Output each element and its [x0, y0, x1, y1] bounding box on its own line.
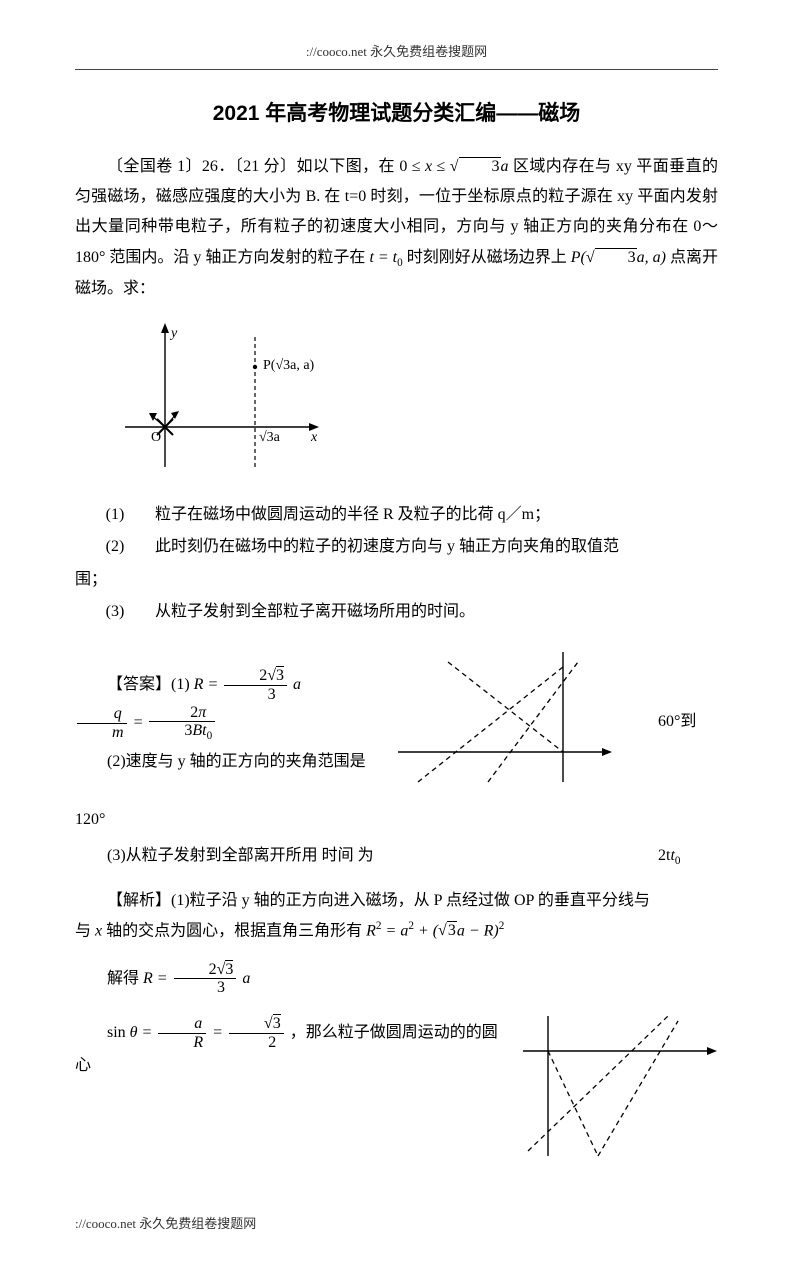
text: 解得: [107, 970, 143, 987]
question-1: (1) 粒子在磁场中做圆周运动的半径 R 及粒子的比荷 q／m；: [75, 500, 718, 530]
text: = a: [386, 922, 409, 939]
answer-1: 【答案】(1) R = 2√3 3 a q m = 2π 3Bt0: [75, 667, 368, 742]
frac-q-m: q m: [77, 705, 127, 741]
var-a: a: [293, 676, 301, 693]
var-a: a: [242, 970, 250, 987]
text: ≤: [432, 158, 450, 175]
frac-2sqrt3-3: 2√3 3: [224, 667, 287, 703]
question-list: (1) 粒子在磁场中做圆周运动的半径 R 及粒子的比荷 q／m； (2) 此时刻…: [75, 500, 718, 628]
equals: =: [133, 714, 144, 731]
frac-sqrt3-2: √3 2: [229, 1015, 284, 1051]
eq-R2: R: [366, 922, 376, 939]
figure-coordinate: y x O P(√3a, a) √3a: [115, 317, 718, 488]
answers-block: 【答案】(1) R = 2√3 3 a q m = 2π 3Bt0: [75, 642, 718, 1173]
q-text: 从粒子发射到全部粒子离开磁场所用的时间。: [155, 597, 718, 627]
svg-text:O: O: [151, 430, 161, 445]
text: (1): [171, 676, 194, 693]
text: + (: [418, 922, 438, 939]
radicand: 3: [459, 157, 501, 176]
num: a: [158, 1015, 206, 1034]
answer-3: (3)从粒子发射到全部离开所用 时间 为: [75, 841, 648, 871]
q-num: (2): [75, 532, 155, 562]
sub0: 0: [207, 730, 213, 742]
text: P(: [571, 249, 586, 266]
eq: R =: [194, 676, 219, 693]
text: 2t: [658, 847, 670, 864]
frac-2sqrt3-3b: 2√3 3: [174, 961, 237, 997]
frac-2pi-3bt0: 2π 3Bt0: [149, 704, 215, 743]
svg-text:y: y: [169, 326, 178, 341]
point-P: P(: [571, 249, 586, 266]
text: ，那么粒子做圆周运动的的圆心: [75, 1024, 498, 1074]
answer-2-tail: 120°: [75, 805, 718, 835]
q-num: (1): [75, 500, 155, 530]
text: t = t: [369, 249, 397, 266]
question-3: (3) 从粒子发射到全部粒子离开磁场所用的时间。: [75, 597, 718, 627]
diagram-angle-1: [388, 642, 648, 803]
q-text: 粒子在磁场中做圆周运动的半径 R 及粒子的比荷 q／m；: [155, 500, 718, 530]
question-2: (2) 此时刻仍在磁场中的粒子的初速度方向与 y 轴正方向夹角的取值范: [75, 532, 718, 562]
q-text: 此时刻仍在磁场中的粒子的初速度方向与 y 轴正方向夹角的取值范: [155, 532, 718, 562]
answer-label: 【答案】: [107, 676, 171, 693]
svg-text:x: x: [310, 430, 318, 445]
text: 60°到: [658, 713, 696, 730]
diagram-angle-2: [518, 1011, 718, 1172]
analysis-p1b: 与 x 轴的交点为圆心，根据直角三角形有 R2 = a2 + (√3a − R)…: [75, 916, 718, 947]
answer-2-right: 60°到: [658, 707, 718, 737]
var-a: a: [501, 158, 509, 175]
text: a − R): [457, 922, 499, 939]
analysis-label: 【解析】: [107, 892, 171, 909]
m: m: [112, 724, 124, 741]
page-title: 2021 年高考物理试题分类汇编——磁场: [75, 94, 718, 134]
answer-2: (2)速度与 y 轴的正方向的夹角范围是: [75, 747, 368, 777]
question-2-tail: 围；: [75, 565, 718, 595]
text: 轴的交点为圆心，根据直角三角形有: [102, 922, 366, 939]
answer-3-right: 2tt0: [658, 841, 718, 872]
q: q: [114, 705, 122, 722]
sqrt-3: √3: [586, 249, 637, 266]
page-footer: ://cooco.net 永久免费组卷搜题网: [75, 1212, 718, 1237]
solve-R: 解得 R = 2√3 3 a: [75, 961, 718, 997]
sqrt-3a: √3: [450, 158, 501, 175]
t-eq-t0: t = t0: [369, 249, 402, 266]
den: R: [158, 1034, 206, 1052]
analysis-p1: 【解析】(1)粒子沿 y 轴的正方向进入磁场，从 P 点经过做 OP 的垂直平分…: [75, 886, 718, 916]
text: (3)从粒子发射到全部离开所用 时间 为: [107, 847, 374, 864]
sub: 0: [675, 855, 681, 867]
text: (1)粒子沿 y 轴的正方向进入磁场，从 P 点经过做 OP 的垂直平分线与: [171, 892, 650, 909]
equals: =: [212, 1024, 223, 1041]
text: 〔全国卷 1〕26．〔21 分〕如以下图，在 0 ≤: [107, 158, 425, 175]
q-num: (3): [75, 597, 155, 627]
sin-theta: sin θ = a R = √3 2 ，那么粒子做圆周运动的的圆心: [75, 1015, 498, 1082]
frac-a-R: a R: [158, 1015, 206, 1051]
problem-statement: 〔全国卷 1〕26．〔21 分〕如以下图，在 0 ≤ x ≤ √3a 区域内存在…: [75, 152, 718, 305]
fig1-xtick: √3a: [259, 430, 281, 445]
text: (2)速度与 y 轴的正方向的夹角范围是: [107, 753, 366, 770]
text: 时刻刚好从磁场边界上: [403, 249, 571, 266]
p-tail: a, a): [637, 249, 666, 266]
fig1-P-label: P(√3a, a): [263, 358, 315, 373]
radicand: 3: [595, 248, 637, 267]
page-header: ://cooco.net 永久免费组卷搜题网: [75, 40, 718, 70]
eq: R =: [143, 970, 168, 987]
